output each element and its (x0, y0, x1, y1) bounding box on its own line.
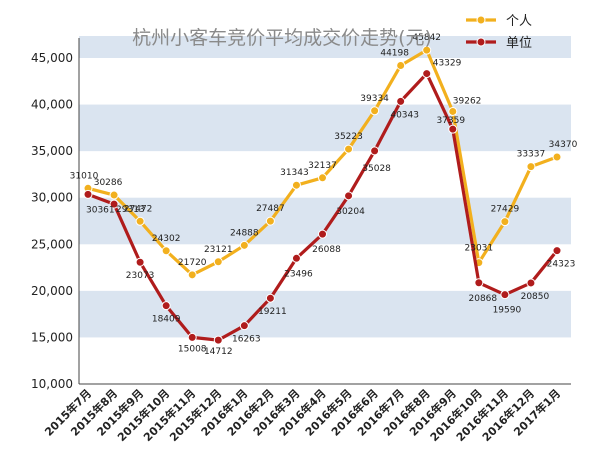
data-point (291, 180, 301, 190)
y-tick-label: 35,000 (31, 144, 73, 158)
data-point (526, 162, 536, 172)
data-label: 27472 (124, 204, 153, 214)
data-label: 39334 (360, 94, 389, 104)
legend-label-0: 个人 (506, 14, 532, 29)
legend-label-1: 单位 (506, 36, 532, 51)
data-point (318, 173, 327, 183)
legend-marker-0 (476, 15, 486, 25)
y-tick-label: 15,000 (31, 330, 73, 344)
data-label: 40343 (390, 110, 419, 120)
data-point (291, 253, 301, 263)
data-label: 24302 (152, 234, 181, 244)
data-label: 37359 (436, 116, 465, 126)
data-label: 44198 (380, 48, 409, 58)
data-label: 26088 (312, 245, 341, 255)
data-point (474, 278, 484, 288)
data-label: 30361 (86, 205, 115, 215)
grid-band (79, 36, 571, 58)
data-label: 24888 (230, 228, 259, 238)
x-axis-ticks: 2015年7月2015年8月2015年9月2015年10月2015年11月201… (42, 386, 564, 444)
y-tick-label: 10,000 (31, 377, 73, 391)
data-point (396, 96, 406, 106)
y-tick-label: 30,000 (31, 191, 73, 205)
y-tick-label: 25,000 (31, 237, 73, 251)
data-label: 19590 (493, 306, 522, 316)
data-label: 23031 (465, 244, 494, 254)
data-point (344, 191, 354, 201)
data-label: 39262 (453, 96, 482, 106)
data-point (213, 335, 223, 345)
data-point (448, 124, 458, 134)
grid-bands (79, 36, 571, 338)
data-label: 29313 (116, 205, 145, 215)
data-point (109, 190, 119, 200)
chart-title: 杭州小客车竞价平均成交价走势(元) (132, 27, 432, 49)
data-label: 27429 (491, 205, 520, 215)
data-point (187, 332, 197, 342)
data-point (135, 257, 145, 267)
data-label: 14712 (204, 347, 233, 357)
data-label: 34370 (549, 140, 578, 150)
data-label: 20868 (469, 294, 498, 304)
data-label: 18409 (152, 315, 181, 325)
data-point (135, 216, 145, 226)
data-point (422, 69, 432, 79)
data-label: 33337 (517, 150, 546, 160)
data-label: 45842 (412, 33, 441, 43)
axes (78, 38, 571, 385)
y-tick-label: 45,000 (31, 51, 73, 65)
data-point (370, 146, 380, 156)
data-label: 35028 (362, 164, 391, 174)
data-label: 43329 (433, 59, 462, 69)
data-point (500, 290, 510, 300)
data-point (500, 217, 510, 227)
data-point (161, 246, 171, 256)
data-point (552, 246, 562, 256)
data-label: 16263 (232, 335, 261, 345)
data-label: 20850 (521, 292, 550, 302)
data-label: 23073 (126, 271, 155, 281)
data-label: 27487 (256, 204, 285, 214)
data-label: 23121 (204, 245, 233, 255)
data-label: 19211 (258, 307, 287, 317)
data-label: 24323 (547, 260, 576, 270)
data-label: 31343 (280, 168, 309, 178)
grid-band (79, 104, 571, 152)
data-label: 23496 (284, 269, 313, 279)
y-tick-label: 40,000 (31, 98, 73, 112)
data-point (161, 301, 171, 311)
y-axis-ticks: 10,000 15,000 20,000 25,000 30,000 35,000 40,0… (31, 51, 73, 391)
data-label: 15008 (178, 344, 207, 354)
data-label: 30286 (94, 178, 123, 188)
data-point (318, 229, 327, 239)
data-point (265, 216, 275, 226)
data-point (83, 189, 93, 199)
data-point (109, 199, 119, 209)
data-label: 35223 (334, 132, 363, 142)
data-point (344, 144, 354, 154)
data-point (213, 257, 223, 267)
data-point (448, 106, 458, 116)
y-tick-label: 20,000 (31, 284, 73, 298)
data-point (370, 106, 380, 116)
data-point (239, 240, 249, 250)
data-point (396, 60, 406, 70)
data-point (422, 45, 432, 55)
data-label: 21720 (178, 258, 207, 268)
data-point (239, 321, 249, 331)
data-label: 31010 (70, 171, 99, 181)
series-group (83, 45, 562, 345)
data-point (265, 293, 275, 303)
data-point (552, 152, 562, 162)
data-label: 32137 (308, 161, 337, 171)
data-point (526, 278, 536, 288)
data-point (187, 270, 197, 280)
legend-marker-1 (476, 37, 486, 47)
data-label: 30204 (336, 207, 365, 217)
